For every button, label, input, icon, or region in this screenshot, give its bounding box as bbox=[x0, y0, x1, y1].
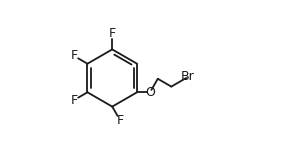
Text: F: F bbox=[70, 49, 77, 62]
Text: F: F bbox=[117, 114, 123, 127]
Text: Br: Br bbox=[181, 70, 195, 83]
Text: F: F bbox=[70, 94, 77, 107]
Text: F: F bbox=[109, 27, 116, 40]
Text: O: O bbox=[145, 86, 155, 99]
